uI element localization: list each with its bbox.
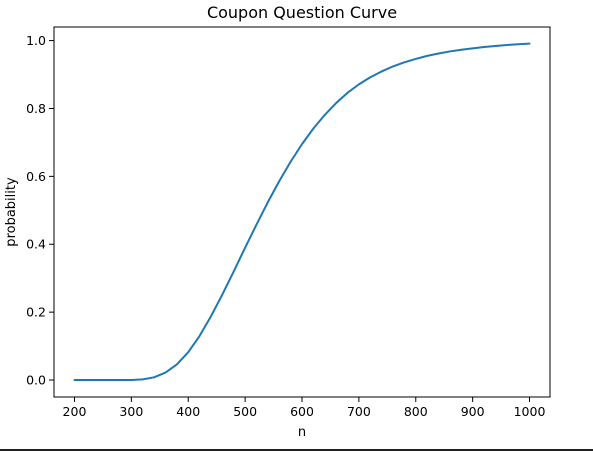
x-tick-label: 800: [404, 404, 428, 419]
x-tick-label: 500: [233, 404, 257, 419]
y-axis-ticks: 0.0 0.2 0.4 0.6 0.8 1.0: [26, 33, 54, 388]
chart-title: Coupon Question Curve: [207, 3, 397, 22]
series-line: [73, 42, 531, 382]
y-tick-label: 0.8: [26, 101, 46, 116]
y-axis-label: probability: [4, 177, 19, 247]
plot-frame: [53, 26, 551, 398]
x-tick-label: 900: [461, 404, 485, 419]
y-tick-label: 0.0: [26, 373, 46, 388]
x-tick-label: 1000: [514, 404, 546, 419]
x-tick-label: 600: [290, 404, 314, 419]
x-axis-label: n: [298, 425, 306, 440]
y-tick-label: 0.2: [26, 305, 46, 320]
x-tick-label: 700: [347, 404, 371, 419]
y-tick-label: 0.4: [26, 237, 46, 252]
y-tick-label: 1.0: [26, 33, 46, 48]
x-tick-label: 200: [63, 404, 87, 419]
y-tick-label: 0.6: [26, 169, 46, 184]
bottom-divider: [0, 449, 593, 451]
x-tick-label: 400: [176, 404, 200, 419]
x-axis-ticks: 200 300 400 500 600 700 800 900 1000: [63, 397, 546, 419]
x-tick-label: 300: [119, 404, 143, 419]
